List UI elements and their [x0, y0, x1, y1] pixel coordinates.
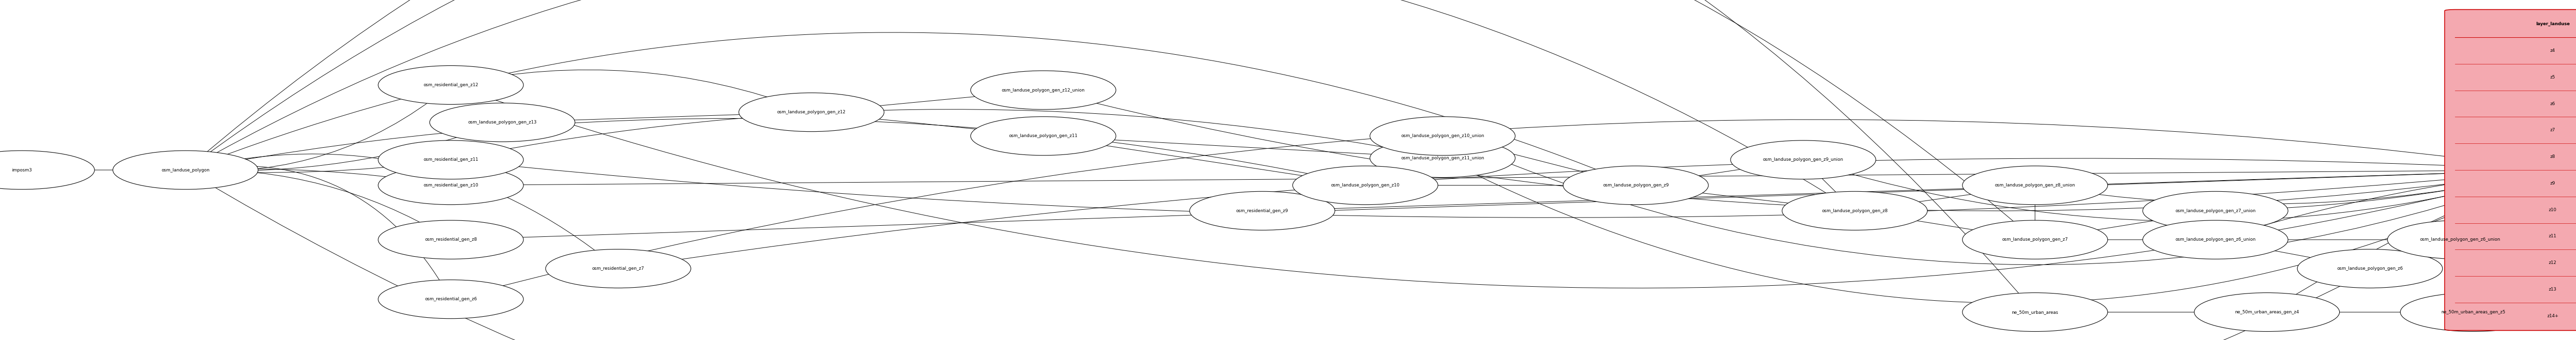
Ellipse shape: [2401, 293, 2545, 332]
Text: z5: z5: [2550, 75, 2555, 79]
Ellipse shape: [379, 280, 523, 319]
Text: osm_residential_gen_z8: osm_residential_gen_z8: [425, 238, 477, 242]
Text: osm_landuse_polygon_gen_z9: osm_landuse_polygon_gen_z9: [1602, 183, 1669, 187]
Ellipse shape: [379, 166, 523, 205]
Text: z9: z9: [2550, 181, 2555, 185]
Text: osm_landuse_polygon_gen_z6: osm_landuse_polygon_gen_z6: [2336, 267, 2403, 271]
Text: osm_landuse_polygon_gen_z7_union: osm_landuse_polygon_gen_z7_union: [2174, 209, 2257, 213]
Text: osm_residential_gen_z6: osm_residential_gen_z6: [425, 297, 477, 301]
Ellipse shape: [2143, 191, 2287, 230]
Text: z10: z10: [2548, 208, 2558, 212]
Ellipse shape: [113, 151, 258, 189]
Text: osm_residential_gen_z12: osm_residential_gen_z12: [422, 83, 479, 87]
Ellipse shape: [1783, 191, 1927, 230]
Ellipse shape: [379, 220, 523, 259]
Text: z4: z4: [2550, 49, 2555, 53]
Ellipse shape: [1963, 166, 2107, 205]
Ellipse shape: [2298, 249, 2442, 288]
Text: osm_landuse_polygon_gen_z10: osm_landuse_polygon_gen_z10: [1332, 183, 1399, 187]
Ellipse shape: [971, 71, 1115, 109]
Ellipse shape: [0, 151, 95, 189]
Text: z11: z11: [2548, 234, 2558, 238]
Text: ne_50m_urban_areas: ne_50m_urban_areas: [2012, 310, 2058, 314]
Text: osm_landuse_polygon_gen_z12_union: osm_landuse_polygon_gen_z12_union: [1002, 88, 1084, 92]
Text: osm_residential_gen_z7: osm_residential_gen_z7: [592, 267, 644, 271]
Text: osm_landuse_polygon_gen_z9_union: osm_landuse_polygon_gen_z9_union: [1762, 158, 1844, 162]
Text: osm_landuse_polygon_gen_z11_union: osm_landuse_polygon_gen_z11_union: [1401, 156, 1484, 160]
Text: z6: z6: [2550, 102, 2555, 106]
Ellipse shape: [430, 103, 574, 142]
Text: osm_landuse_polygon_gen_z10_union: osm_landuse_polygon_gen_z10_union: [1401, 134, 1484, 138]
Text: z8: z8: [2550, 155, 2555, 159]
Ellipse shape: [2388, 220, 2532, 259]
Ellipse shape: [971, 117, 1115, 155]
Ellipse shape: [2195, 293, 2339, 332]
Text: ne_50m_urban_areas_gen_z4: ne_50m_urban_areas_gen_z4: [2236, 310, 2298, 314]
Ellipse shape: [1370, 139, 1515, 177]
Text: osm_landuse_polygon: osm_landuse_polygon: [162, 168, 209, 172]
Ellipse shape: [2143, 220, 2287, 259]
Text: osm_landuse_polygon_gen_z12: osm_landuse_polygon_gen_z12: [778, 110, 845, 114]
Ellipse shape: [379, 66, 523, 104]
Ellipse shape: [379, 140, 523, 179]
Ellipse shape: [1370, 117, 1515, 155]
Ellipse shape: [546, 249, 690, 288]
Text: ne_50m_urban_areas_gen_z5: ne_50m_urban_areas_gen_z5: [2442, 310, 2504, 314]
Text: imposm3: imposm3: [13, 168, 31, 172]
Text: osm_residential_gen_z11: osm_residential_gen_z11: [422, 158, 479, 162]
Text: osm_residential_gen_z9: osm_residential_gen_z9: [1236, 209, 1288, 213]
Text: osm_residential_gen_z10: osm_residential_gen_z10: [422, 183, 479, 187]
Ellipse shape: [739, 93, 884, 132]
Text: osm_landuse_polygon_gen_z8_union: osm_landuse_polygon_gen_z8_union: [1994, 183, 2076, 187]
Ellipse shape: [1564, 166, 1708, 205]
Text: osm_landuse_polygon_gen_z7: osm_landuse_polygon_gen_z7: [2002, 238, 2069, 242]
Ellipse shape: [1293, 166, 1437, 205]
Ellipse shape: [1963, 293, 2107, 332]
Ellipse shape: [1731, 140, 1875, 179]
FancyBboxPatch shape: [2445, 10, 2576, 330]
Text: osm_landuse_polygon_gen_z8: osm_landuse_polygon_gen_z8: [1821, 209, 1888, 213]
Ellipse shape: [1190, 191, 1334, 230]
Text: osm_landuse_polygon_gen_z11: osm_landuse_polygon_gen_z11: [1010, 134, 1077, 138]
Text: z12: z12: [2548, 261, 2558, 265]
Text: z13: z13: [2548, 287, 2558, 291]
Ellipse shape: [1963, 220, 2107, 259]
Text: layer_landuse: layer_landuse: [2535, 22, 2571, 27]
Text: osm_landuse_polygon_gen_z13: osm_landuse_polygon_gen_z13: [469, 120, 536, 124]
Text: osm_landuse_polygon_gen_z6_union: osm_landuse_polygon_gen_z6_union: [2419, 238, 2501, 242]
Text: z14+: z14+: [2548, 314, 2558, 318]
Text: osm_landuse_polygon_gen_z6_union: osm_landuse_polygon_gen_z6_union: [2174, 238, 2257, 242]
Text: z7: z7: [2550, 128, 2555, 132]
